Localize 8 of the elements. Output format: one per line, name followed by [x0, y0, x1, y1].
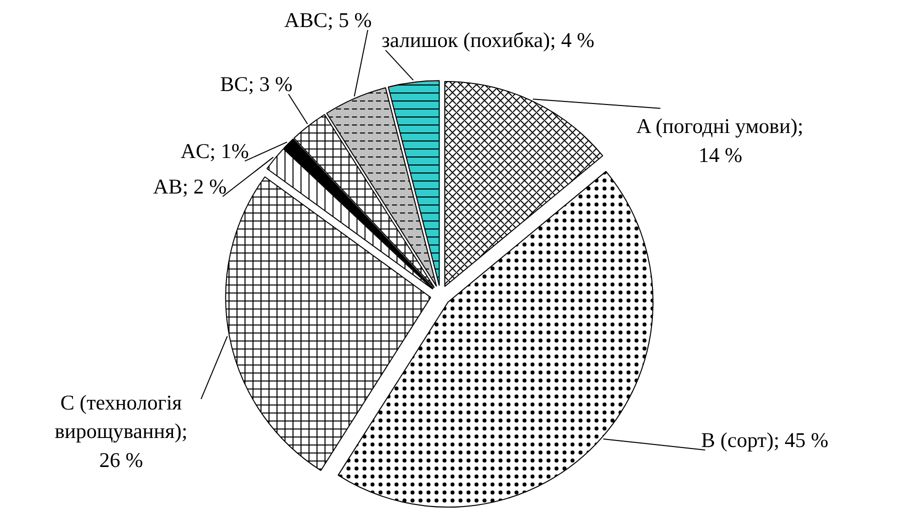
slice-label: ABC; 5 %	[284, 8, 372, 32]
slice-label: BC; 3 %	[220, 72, 293, 96]
slice-label: залишок (похибка); 4 %	[382, 28, 594, 52]
slice-label: C (технологія вирощування); 26 %	[54, 390, 188, 472]
slice-label: AB; 2 %	[153, 174, 227, 199]
slice-label: AC; 1%	[180, 139, 249, 164]
slice-label: A (погодні умови); 14 %	[636, 114, 804, 167]
slice-label: B (сорт); 45 %	[701, 428, 828, 452]
